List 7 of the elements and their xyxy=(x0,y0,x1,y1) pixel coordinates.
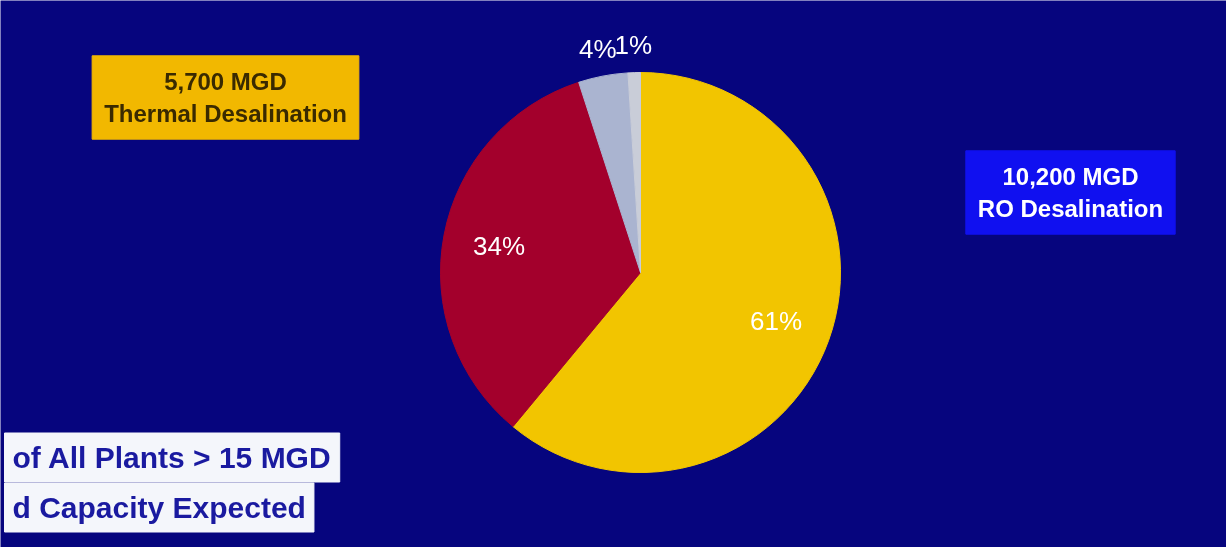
slice-label: 5,700 MGD Thermal Desalination xyxy=(104,67,347,128)
data-label: 61% xyxy=(749,306,803,337)
text: d Capacity Expected xyxy=(12,491,306,524)
data-label: 4% xyxy=(578,33,617,64)
text: of All Plants > 15 MGD xyxy=(12,441,331,474)
slice-label: 10,200 MGD RO Desalination xyxy=(977,162,1164,223)
data-label: 34% xyxy=(473,230,526,261)
